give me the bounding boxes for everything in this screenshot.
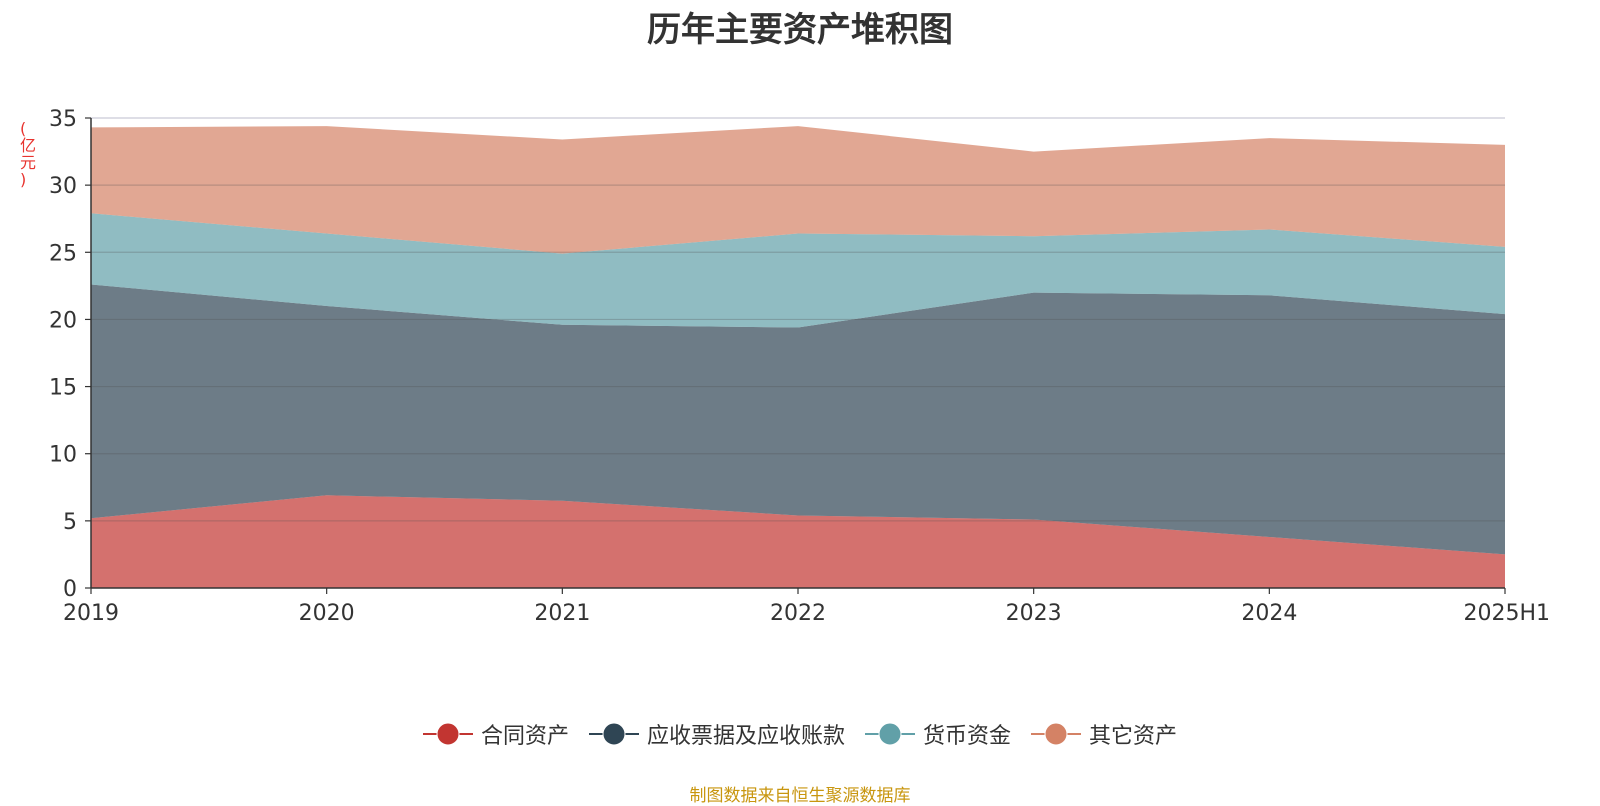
y-tick-label-5: 25 xyxy=(49,241,77,266)
legend-item-3[interactable]: 其它资产 xyxy=(1031,718,1177,750)
area-series-3 xyxy=(91,126,1505,254)
legend-item-0[interactable]: 合同资产 xyxy=(422,718,569,750)
x-tick-label-3: 2022 xyxy=(770,601,826,626)
legend-label-2: 货币资金 xyxy=(923,724,1012,749)
y-tick-label-7: 35 xyxy=(49,107,77,132)
x-tick-label-6: 2025H1 xyxy=(1463,601,1550,626)
y-tick-label-0: 0 xyxy=(63,577,77,602)
data-source-note: 制图数据来自恒生聚源数据库 xyxy=(689,786,911,806)
area-series-2 xyxy=(91,213,1505,328)
y-axis-unit-label: (亿元) xyxy=(20,119,37,189)
chart-title: 历年主要资产堆积图 xyxy=(647,10,953,50)
x-tick-label-2: 2021 xyxy=(534,601,590,626)
y-tick-label-6: 30 xyxy=(49,174,77,199)
y-tick-label-4: 20 xyxy=(49,308,77,333)
area-series-0 xyxy=(91,495,1505,588)
x-tick-label-4: 2023 xyxy=(1006,601,1062,626)
x-tick-label-1: 2020 xyxy=(299,601,355,626)
legend-label-0: 合同资产 xyxy=(480,724,569,749)
legend-item-1[interactable]: 应收票据及应收账款 xyxy=(588,718,845,750)
legend-marker-icon xyxy=(422,722,473,746)
chart-legend: 合同资产 应收票据及应收账款 货币资金 其它资产 xyxy=(0,718,1600,750)
area-series-1 xyxy=(91,284,1505,555)
legend-marker-icon xyxy=(1031,722,1082,746)
legend-marker-icon xyxy=(865,722,915,746)
y-tick-label-3: 15 xyxy=(49,376,77,401)
x-tick-label-5: 2024 xyxy=(1241,601,1297,626)
legend-label-1: 应收票据及应收账款 xyxy=(646,724,845,749)
y-tick-label-1: 5 xyxy=(63,510,77,535)
legend-marker-icon xyxy=(588,722,639,746)
legend-item-2[interactable]: 货币资金 xyxy=(865,718,1011,750)
y-tick-label-2: 10 xyxy=(49,443,77,468)
x-tick-label-0: 2019 xyxy=(63,601,119,626)
legend-label-3: 其它资产 xyxy=(1089,724,1178,749)
